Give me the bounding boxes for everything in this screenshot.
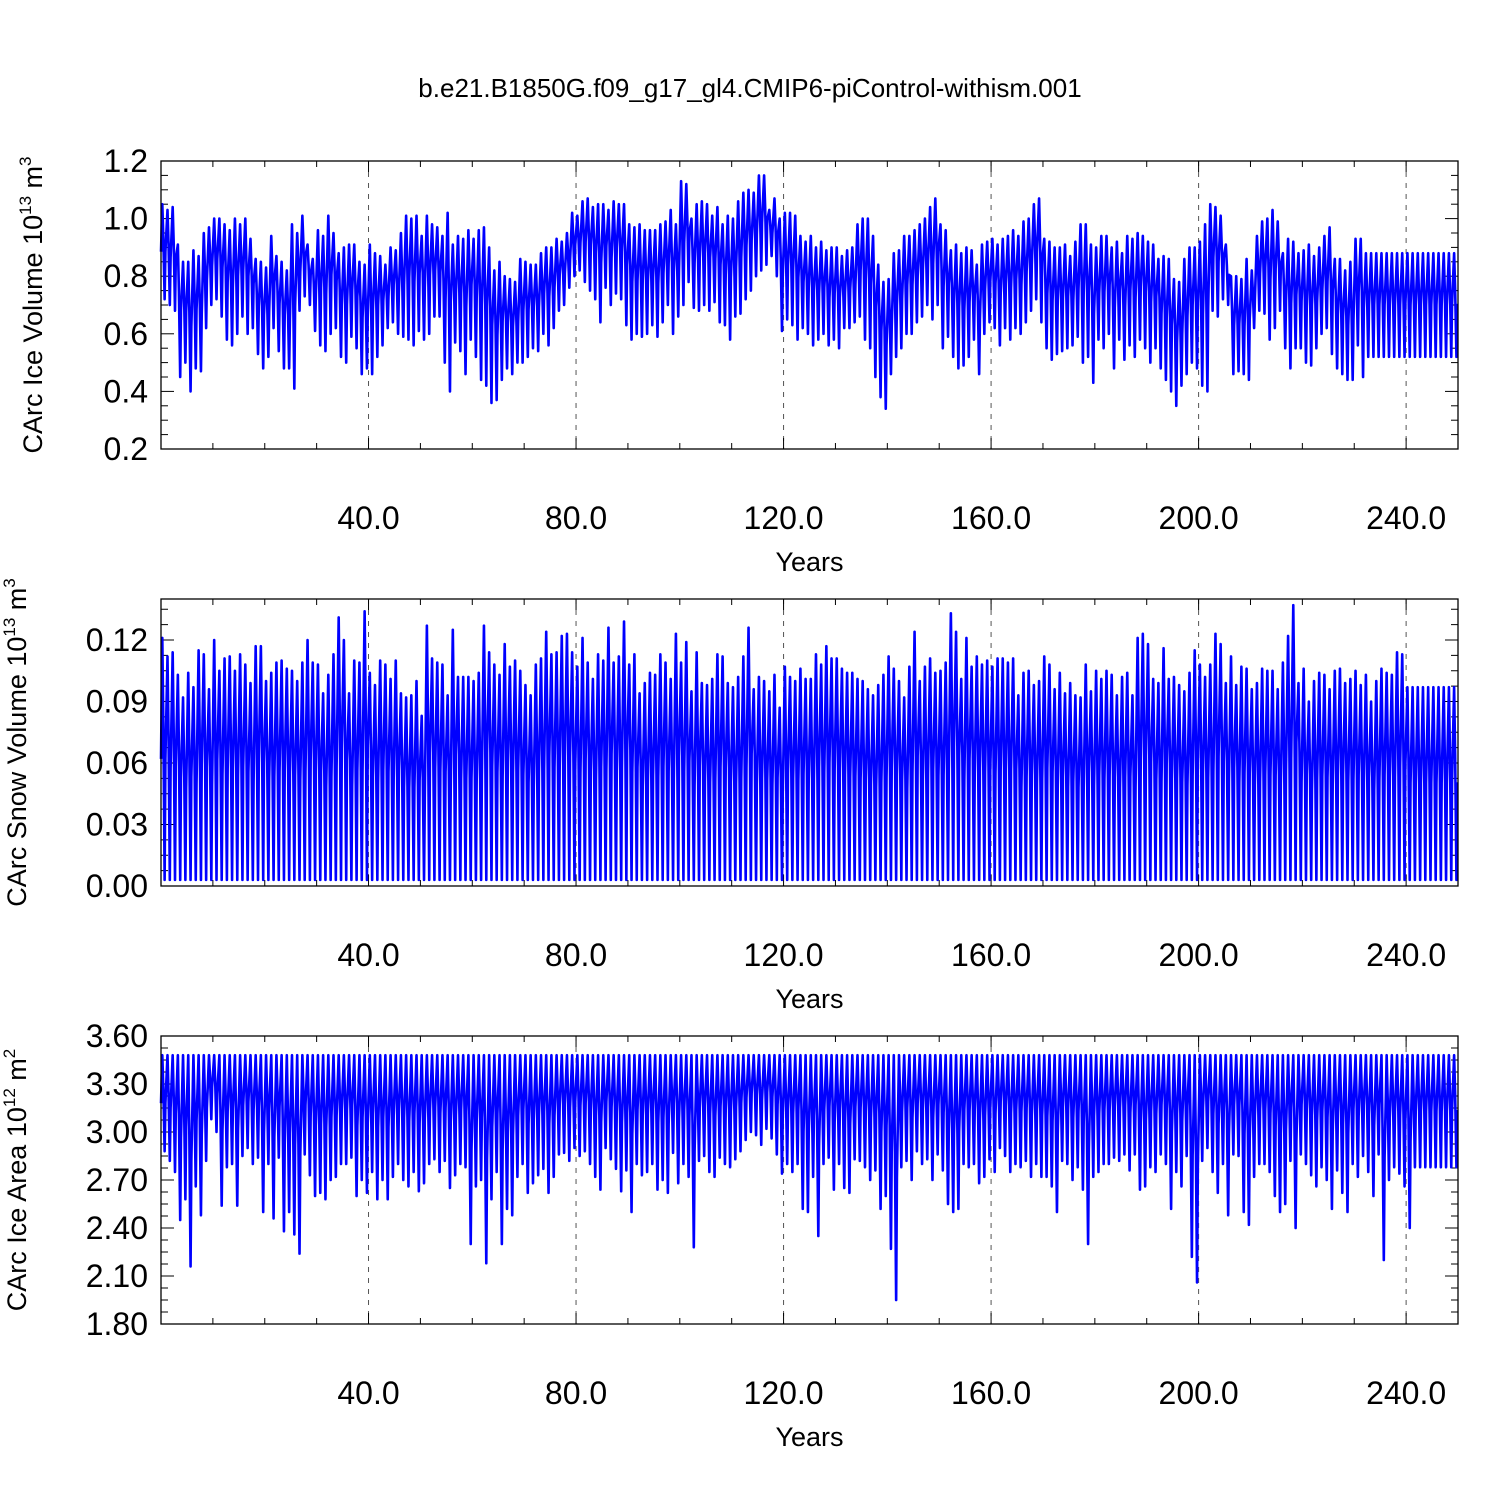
x-tick-label: 160.0 — [951, 937, 1031, 973]
plot-frame — [160, 160, 1459, 450]
y-tick-label: 1.2 — [104, 143, 148, 179]
chart-panel-3: 1.80 2.10 2.40 2.70 3.00 3.30 3.60 40.0 80.0 120.… — [0, 1018, 1459, 1452]
y-tick-label: 0.00 — [86, 868, 148, 904]
data-series-line — [159, 603, 1459, 882]
y-axis-title: CArc Ice Area 1012 m2 — [0, 1049, 32, 1312]
x-tick-label: 160.0 — [951, 1375, 1031, 1411]
x-tick-label: 40.0 — [337, 500, 399, 536]
data-series-line — [159, 174, 1459, 410]
x-axis-title: Years — [775, 984, 843, 1014]
y-axis-title: CArc Ice Volume 1013 m3 — [16, 156, 48, 453]
y-tick-label: 0.2 — [104, 431, 148, 467]
y-tick-label: 0.09 — [86, 684, 148, 720]
x-tick-label: 160.0 — [951, 500, 1031, 536]
chart-panel-2: 0.00 0.03 0.06 0.09 0.12 40.0 80.0 120.0 160.0 20… — [0, 578, 1459, 1014]
plot-frame — [160, 598, 1459, 887]
x-tick-label: 240.0 — [1366, 1375, 1446, 1411]
x-tick-label: 120.0 — [744, 1375, 824, 1411]
plot-frame — [160, 1035, 1459, 1325]
x-tick-label: 240.0 — [1366, 937, 1446, 973]
x-tick-label: 80.0 — [545, 500, 607, 536]
x-tick-label: 40.0 — [337, 1375, 399, 1411]
x-axis-title: Years — [775, 547, 843, 577]
x-tick-label: 40.0 — [337, 937, 399, 973]
y-tick-label: 1.0 — [104, 201, 148, 237]
x-tick-label: 120.0 — [744, 500, 824, 536]
y-tick-label: 0.8 — [104, 258, 148, 294]
x-tick-label: 200.0 — [1159, 1375, 1239, 1411]
y-tick-label: 0.06 — [86, 745, 148, 781]
data-series-line — [159, 1053, 1459, 1302]
chart-panel-1: 0.2 0.4 0.6 0.8 1.0 1.2 40.0 80.0 120.0 160.0 200.… — [16, 143, 1459, 577]
x-tick-label: 80.0 — [545, 1375, 607, 1411]
y-tick-label: 2.40 — [86, 1210, 148, 1246]
x-axis-title: Years — [775, 1422, 843, 1452]
y-tick-label: 3.00 — [86, 1114, 148, 1150]
y-tick-label: 1.80 — [86, 1306, 148, 1342]
y-tick-label: 3.60 — [86, 1018, 148, 1054]
y-tick-label: 3.30 — [86, 1066, 148, 1102]
x-tick-label: 80.0 — [545, 937, 607, 973]
y-tick-label: 2.70 — [86, 1162, 148, 1198]
y-axis-title: CArc Snow Volume 1013 m3 — [0, 578, 32, 907]
y-tick-label: 0.6 — [104, 316, 148, 352]
y-tick-label: 0.03 — [86, 807, 148, 843]
y-tick-label: 0.12 — [86, 622, 148, 658]
y-tick-label: 2.10 — [86, 1258, 148, 1294]
x-tick-label: 120.0 — [744, 937, 824, 973]
figure-title: b.e21.B1850G.f09_g17_gl4.CMIP6-piControl… — [418, 73, 1081, 103]
x-tick-label: 200.0 — [1159, 500, 1239, 536]
y-tick-label: 0.4 — [104, 373, 148, 409]
x-tick-label: 200.0 — [1159, 937, 1239, 973]
x-tick-label: 240.0 — [1366, 500, 1446, 536]
